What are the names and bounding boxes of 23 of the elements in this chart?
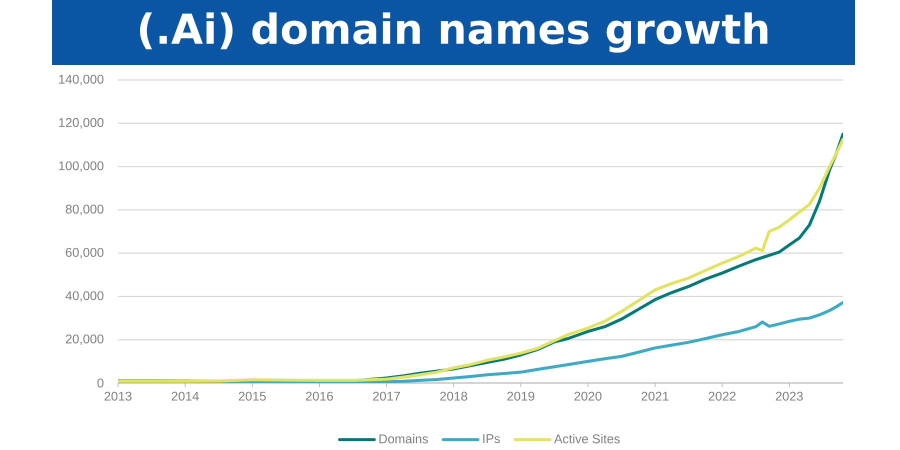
legend-label: Active Sites (554, 434, 620, 444)
x-tick-label: 2014 (172, 392, 199, 401)
y-tick-label: 120,000 (59, 118, 104, 129)
y-tick-label: 20,000 (66, 334, 104, 345)
y-tick-label: 0 (97, 378, 104, 388)
x-tick-label: 2017 (373, 392, 400, 401)
y-tick-label: 80,000 (66, 204, 104, 216)
x-tick-label: 2023 (776, 392, 803, 401)
x-tick-label: 2019 (507, 392, 534, 401)
x-tick-label: 2016 (306, 392, 333, 401)
chart-title: (.Ai) domain names growth (140, 12, 768, 53)
y-tick-label: 60,000 (66, 248, 104, 258)
y-tick-label: 40,000 (66, 291, 104, 302)
x-tick-label: 2018 (440, 392, 468, 401)
y-tick-label: 100,000 (59, 161, 104, 172)
x-tick-label: 2021 (642, 392, 668, 401)
x-tick-label: 2020 (574, 392, 602, 401)
legend-label: Domains (379, 434, 428, 444)
x-tick-label: 2015 (238, 392, 266, 401)
legend-label: IPs (483, 434, 500, 444)
x-tick-label: 2013 (104, 392, 132, 401)
y-tick-label: 140,000 (59, 74, 104, 86)
x-tick-label: 2022 (708, 392, 736, 401)
